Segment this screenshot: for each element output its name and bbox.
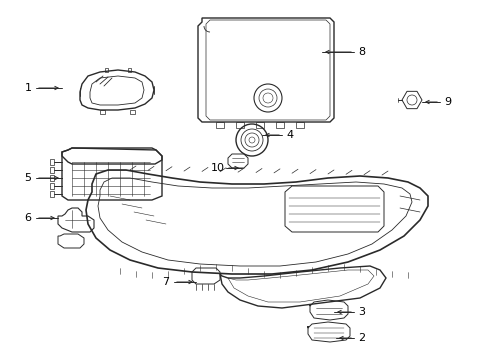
Text: 9: 9	[444, 97, 452, 107]
Text: 2: 2	[359, 333, 366, 343]
Text: 5: 5	[24, 173, 31, 183]
Text: 8: 8	[359, 47, 366, 57]
Text: 10: 10	[211, 163, 225, 173]
Text: 1: 1	[24, 83, 31, 93]
Text: 7: 7	[163, 277, 170, 287]
Text: 6: 6	[24, 213, 31, 223]
Text: 3: 3	[359, 307, 366, 317]
Text: 4: 4	[287, 130, 294, 140]
